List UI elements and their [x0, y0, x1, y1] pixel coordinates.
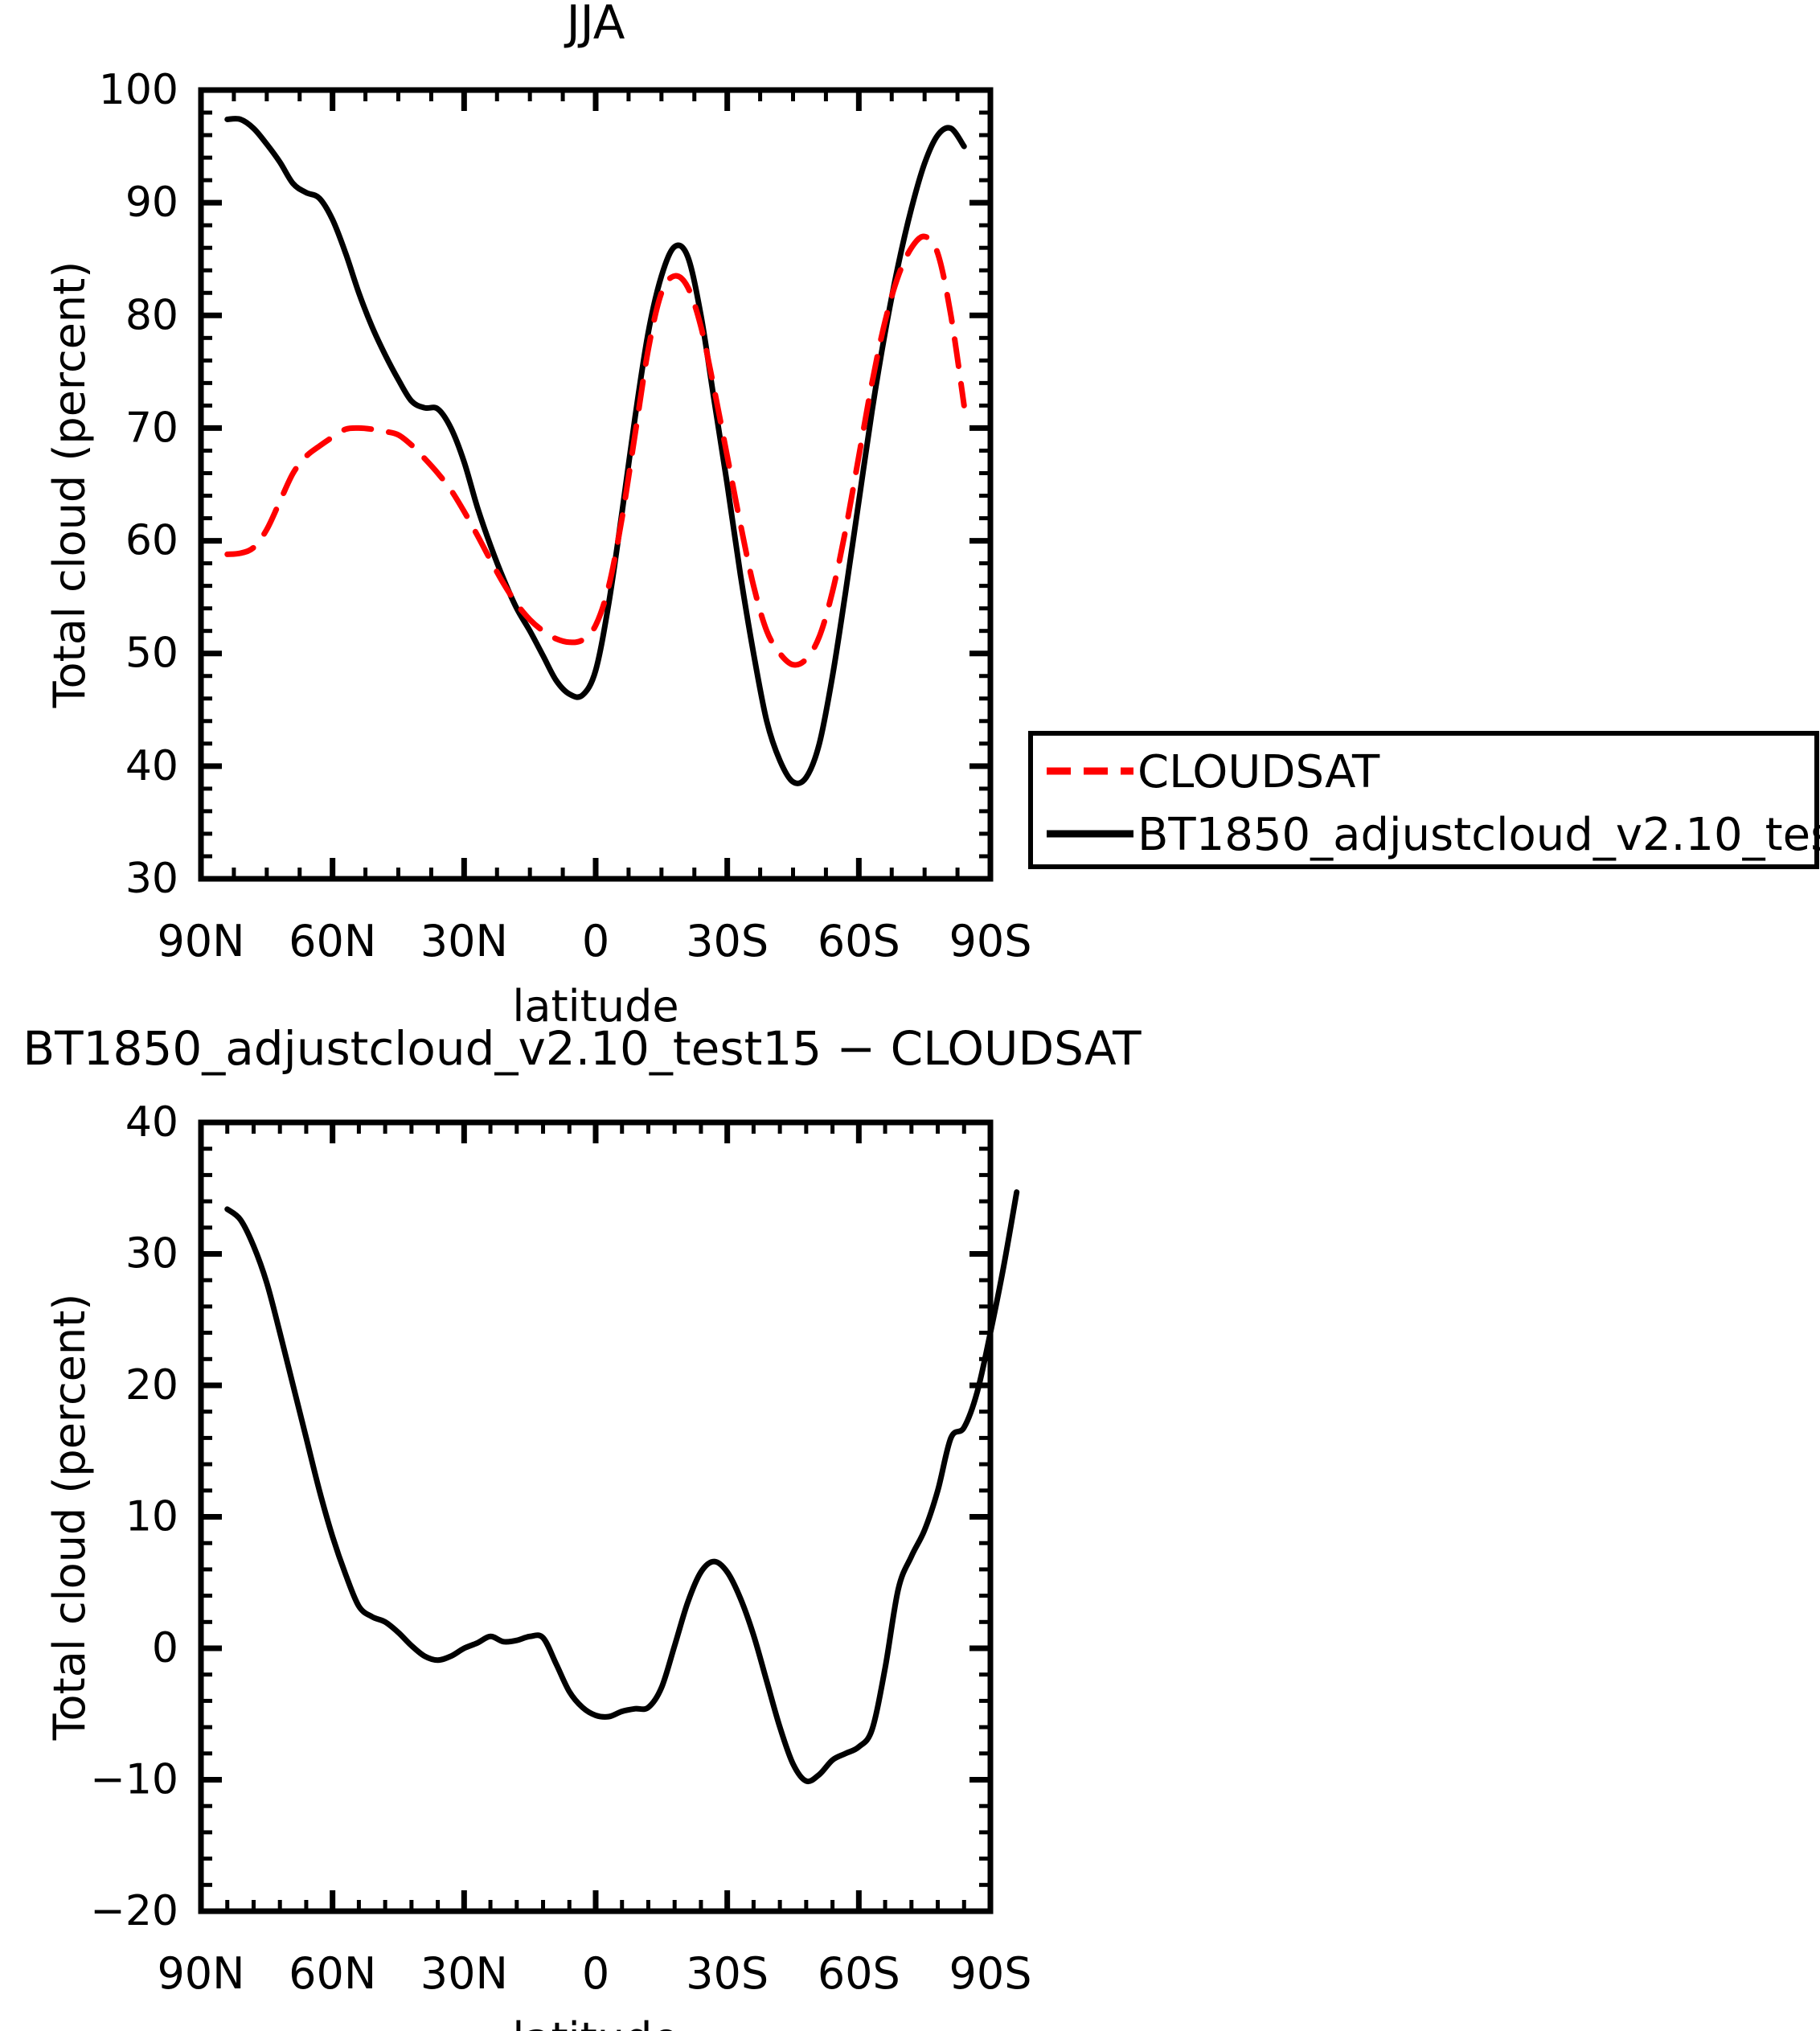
legend: CLOUDSAT BT1850_adjustcloud_v2.10_test15	[1028, 731, 1820, 869]
x-tick-label: 0	[582, 916, 609, 966]
x-axis-ticks: 90N 60N 30N 0 30S 60S 90S	[157, 90, 1032, 966]
y-tick-label: 0	[152, 1624, 178, 1672]
y-tick-label: 50	[125, 630, 178, 678]
panel-title: JJA	[564, 0, 625, 50]
plot-frame	[198, 87, 994, 882]
y-tick-label: −20	[90, 1887, 178, 1935]
data-series-group	[224, 1189, 1020, 1785]
x-tick-label: 30S	[686, 916, 769, 966]
series-line-cloudsat	[224, 233, 967, 668]
x-tick-label: 30N	[420, 1948, 508, 1999]
x-tick-label: 60S	[818, 916, 900, 966]
y-tick-label: 60	[125, 517, 178, 565]
series-line-difference	[224, 1189, 1020, 1785]
legend-label-2: BT1850_adjustcloud_v2.10_test15	[1138, 809, 1820, 861]
y-tick-label: 90	[125, 178, 178, 227]
x-tick-label: 90N	[157, 1948, 244, 1999]
plot-frame	[198, 1119, 994, 1914]
x-tick-label: 90S	[949, 1948, 1032, 1999]
x-tick-label: 30S	[686, 1948, 769, 1999]
panel-title: BT1850_adjustcloud_v2.10_test15 − CLOUDS…	[23, 1021, 1142, 1076]
y-tick-label: 10	[125, 1493, 178, 1541]
y-axis-label: Total cloud (percent)	[44, 1294, 95, 1742]
x-tick-label: 0	[582, 1948, 609, 1999]
x-tick-label: 60N	[289, 916, 376, 966]
legend-label-1: CLOUDSAT	[1138, 746, 1380, 798]
y-axis-label: Total cloud (percent)	[44, 261, 95, 709]
x-tick-label: 60S	[818, 1948, 900, 1999]
x-axis-label: latitude	[512, 2013, 678, 2031]
y-tick-label: 40	[125, 1098, 178, 1147]
x-axis-ticks: 90N 60N 30N 0 30S 60S 90S	[157, 1122, 1032, 1999]
series-line-bt1850-adjustcloud-v2-10-test15	[224, 116, 967, 786]
x-tick-label: 60N	[289, 1948, 376, 1999]
panel-top-panel: 30 40 50 60 70 80 90 100 90N 60N 30N 0 30S 60S 90S JJA l…	[44, 0, 1032, 1032]
y-tick-label: 30	[125, 1230, 178, 1278]
y-tick-label: 20	[125, 1361, 178, 1409]
x-axis-label: latitude	[512, 981, 678, 1032]
y-tick-label: 100	[99, 66, 178, 114]
y-axis-ticks: 30 40 50 60 70 80 90 100	[99, 66, 990, 903]
y-tick-label: 30	[125, 855, 178, 903]
legend-box	[1028, 731, 1819, 869]
x-tick-label: 90N	[157, 916, 244, 966]
y-tick-label: −10	[90, 1756, 178, 1804]
y-axis-ticks: −20 −10 0 10 20 30 40	[90, 1098, 990, 1935]
y-tick-label: 70	[125, 404, 178, 452]
x-tick-label: 30N	[420, 916, 508, 966]
y-tick-label: 80	[125, 291, 178, 339]
panel-bottom-panel: −20 −10 0 10 20 30 40 90N 60N 30N 0 30S 60S 90S BT1850…	[23, 1021, 1142, 2031]
x-tick-label: 90S	[949, 916, 1032, 966]
y-tick-label: 40	[125, 742, 178, 790]
data-series-group	[224, 116, 967, 786]
